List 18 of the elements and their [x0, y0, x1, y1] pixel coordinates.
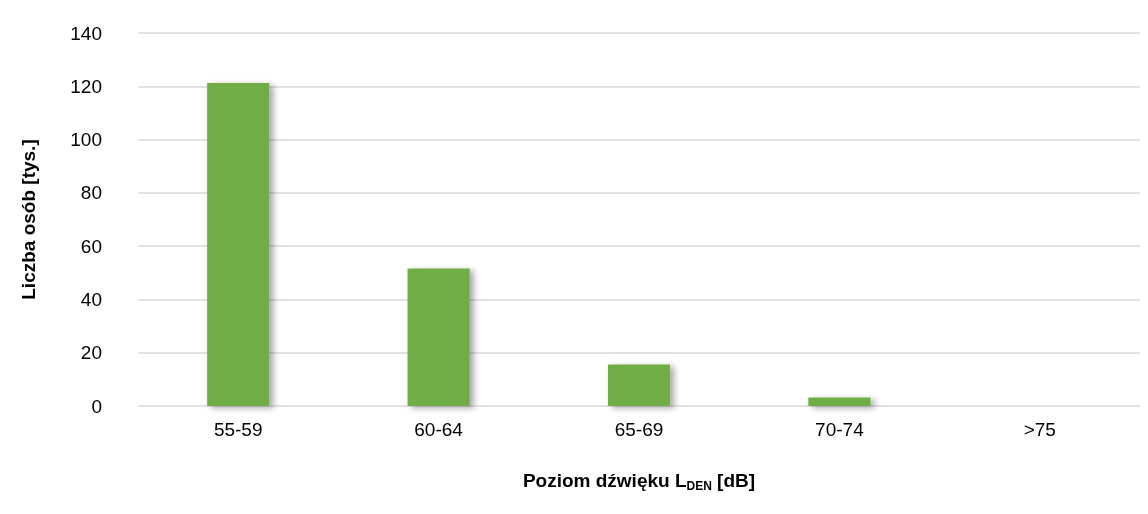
y-axis-title: Liczba osób [tys.] [18, 139, 39, 300]
bar [808, 397, 871, 406]
y-tick-label: 140 [70, 22, 102, 44]
y-tick-label: 120 [70, 75, 102, 97]
bar [607, 364, 671, 406]
y-tick-label: 100 [70, 129, 102, 151]
bar [207, 83, 270, 406]
y-tick-label: 40 [80, 288, 102, 310]
bar [407, 268, 470, 406]
x-tick-label: 70-74 [815, 419, 865, 440]
y-tick-label: 60 [80, 235, 102, 257]
y-tick-label: 20 [80, 342, 102, 364]
x-tick-label: >75 [1023, 419, 1056, 440]
y-tick-label: 0 [91, 395, 102, 417]
x-tick-label: 60-64 [414, 419, 464, 440]
x-tick-label: 55-59 [213, 419, 263, 440]
y-tick-label: 80 [80, 182, 102, 204]
x-tick-label: 65-69 [614, 419, 664, 440]
